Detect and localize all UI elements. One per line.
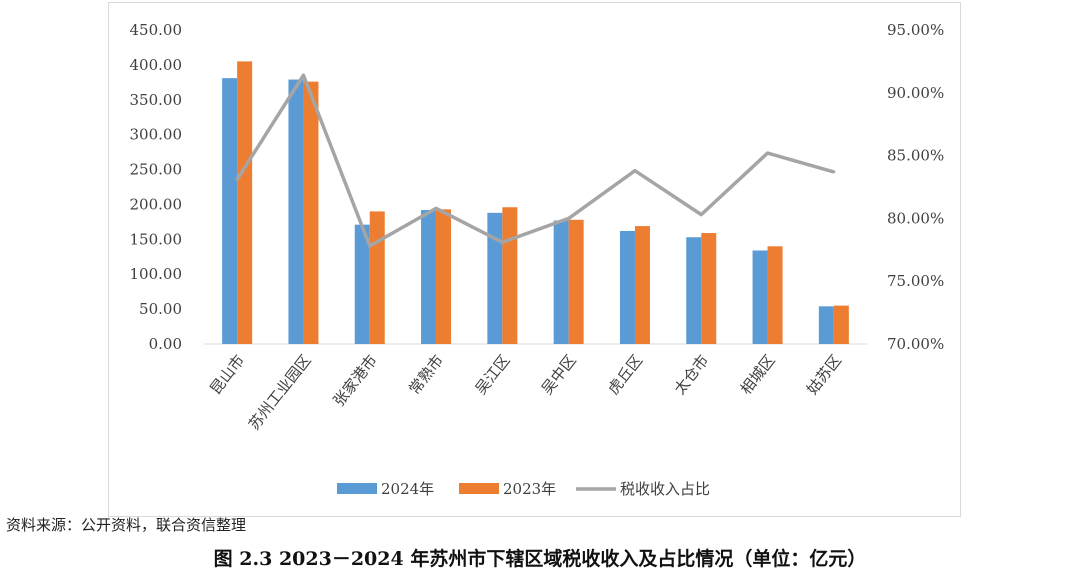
bar-2024 <box>752 250 768 344</box>
bar-2024 <box>619 230 635 344</box>
y-left-tick-label: 400.00 <box>130 56 183 74</box>
tax-ratio-point <box>368 244 372 248</box>
tax-ratio-point <box>301 73 305 77</box>
bar-2023 <box>701 233 717 344</box>
category-label: 虎丘区 <box>604 351 646 398</box>
bar-2024 <box>553 220 569 344</box>
category-label: 吴中区 <box>538 351 580 398</box>
category-label: 昆山市 <box>206 351 248 398</box>
bar-2024 <box>686 237 702 344</box>
y-right-tick-label: 70.00% <box>887 335 944 353</box>
legend-swatch <box>459 483 499 494</box>
y-left-tick-label: 350.00 <box>130 91 183 109</box>
bar-2023 <box>502 207 518 344</box>
y-left-tick-label: 50.00 <box>139 300 182 318</box>
tax-ratio-point <box>766 151 770 155</box>
tax-ratio-point <box>832 170 836 174</box>
y-left-tick-label: 200.00 <box>130 195 183 213</box>
bar-2024 <box>421 210 437 344</box>
bar-2024 <box>487 212 503 344</box>
category-label: 相城区 <box>737 351 779 398</box>
y-left-tick-label: 150.00 <box>130 230 183 248</box>
chart-svg: 0.00 50.00 100.00 150.00 200.00 250.00 300.00 3… <box>130 21 945 498</box>
tax-ratio-point <box>235 177 239 181</box>
tax-ratio-point <box>567 216 571 220</box>
bar-2023 <box>767 246 783 344</box>
category-label: 常熟市 <box>405 351 447 398</box>
bar-2024 <box>354 224 370 344</box>
bar-2023 <box>634 226 650 344</box>
bar-2023 <box>303 81 319 344</box>
tax-ratio-line <box>235 73 835 248</box>
y-right-tick-label: 90.00% <box>887 84 944 102</box>
bar-2023 <box>369 211 385 344</box>
y-right-tick-label: 95.00% <box>887 21 944 39</box>
tax-ratio-point <box>500 240 504 244</box>
category-label: 姑苏区 <box>803 351 845 398</box>
tax-ratio-point <box>633 169 637 173</box>
category-label: 苏州工业园区 <box>245 351 315 433</box>
bar-2023 <box>568 219 584 344</box>
category-label: 太仓市 <box>671 351 713 398</box>
y-left-tick-label: 250.00 <box>130 161 183 179</box>
y-left-tick-label: 0.00 <box>149 335 182 353</box>
category-label: 张家港市 <box>330 351 381 409</box>
y-right-tick-label: 85.00% <box>887 147 944 165</box>
y-left-tick-label: 450.00 <box>130 21 183 39</box>
chart-frame: 0.00 50.00 100.00 150.00 200.00 250.00 300.00 3… <box>108 2 961 517</box>
figure-caption: 图 2.3 2023－2024 年苏州市下辖区域税收收入及占比情况（单位：亿元） <box>213 548 867 570</box>
legend-label: 税收收入占比 <box>620 480 710 498</box>
source-note: 资料来源：公开资料，联合资信整理 <box>6 516 247 534</box>
legend-swatch <box>337 483 377 494</box>
legend-label: 2024年 <box>381 480 434 498</box>
bar-2024 <box>818 306 834 344</box>
y-left-tick-label: 300.00 <box>130 126 183 144</box>
y-left-tick-label: 100.00 <box>130 265 183 283</box>
category-label: 吴江区 <box>472 351 514 398</box>
bar-2023 <box>237 61 253 345</box>
tax-ratio-point <box>699 213 703 217</box>
tax-ratio-point <box>434 206 438 210</box>
legend-label: 2023年 <box>503 480 556 498</box>
y-right-tick-label: 80.00% <box>887 209 944 227</box>
bar-2023 <box>436 209 452 344</box>
y-right-tick-label: 75.00% <box>887 272 944 290</box>
bar-2024 <box>222 78 238 344</box>
bar-2023 <box>833 305 849 344</box>
bar-2024 <box>288 79 304 344</box>
